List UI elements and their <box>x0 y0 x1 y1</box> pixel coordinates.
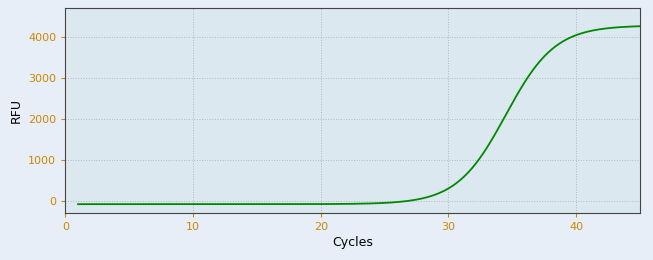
Y-axis label: RFU: RFU <box>10 98 23 123</box>
X-axis label: Cycles: Cycles <box>332 236 373 249</box>
